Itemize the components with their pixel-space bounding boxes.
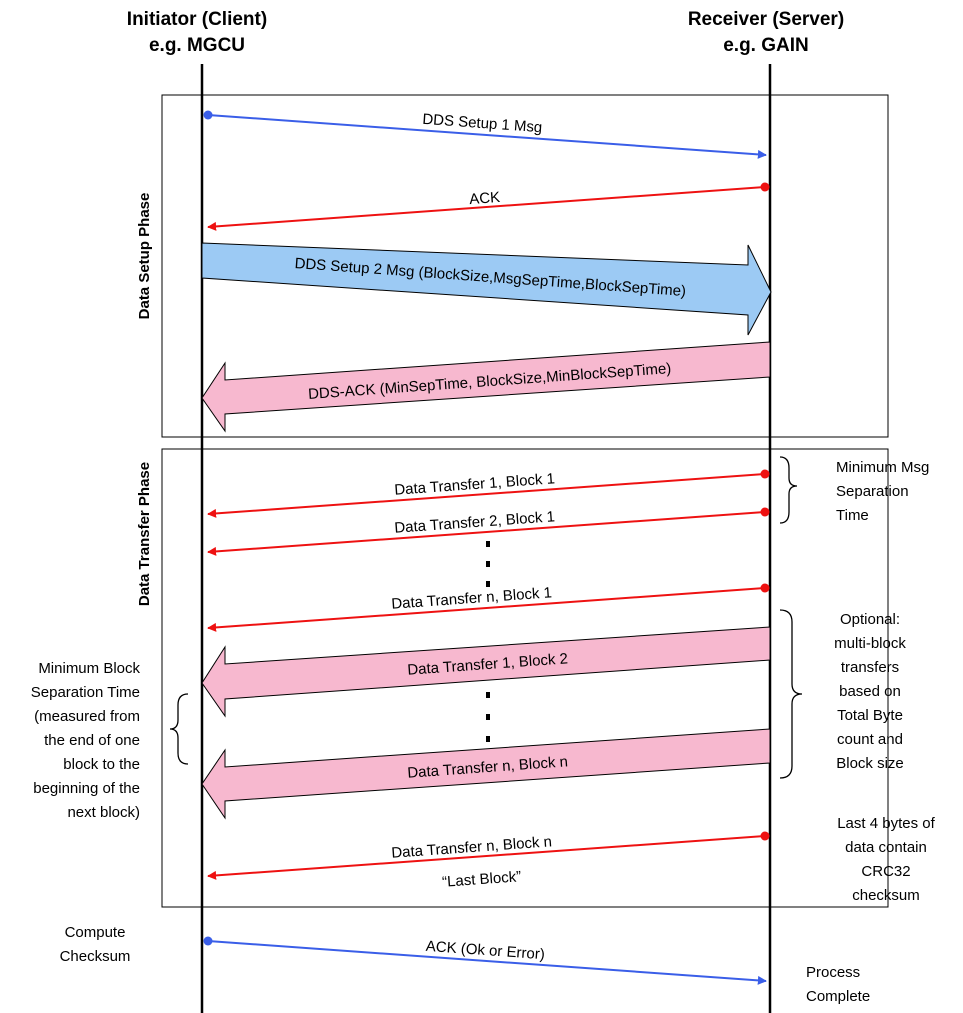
svg-text:Separation: Separation (836, 483, 909, 500)
process-complete-note: Process Complete (806, 964, 870, 1005)
optional-note: Optional: multi-block transfers based on… (834, 611, 906, 772)
last-bytes-note: Last 4 bytes of data contain CRC32 check… (837, 815, 935, 904)
svg-text:multi-block: multi-block (834, 635, 906, 652)
min-msg-sep-brace (779, 456, 798, 524)
svg-text:checksum: checksum (852, 887, 920, 904)
svg-text:Minimum Msg: Minimum Msg (836, 459, 929, 476)
transfer-phase-box (161, 448, 889, 908)
svg-text:Total Byte: Total Byte (837, 707, 903, 724)
data-transfer-n-block-1: Data Transfer n, Block 1 (207, 583, 770, 632)
min-block-sep-brace (169, 693, 189, 765)
transfer-phase-label: Data Transfer Phase (136, 462, 153, 606)
dds-ack-message: DDS-ACK (MinSepTime, BlockSize,MinBlockS… (201, 341, 771, 433)
svg-text:Checksum: Checksum (60, 948, 131, 965)
receiver-title: Receiver (Server) (688, 9, 844, 30)
svg-text:Time: Time (836, 507, 869, 524)
svg-text:data contain: data contain (845, 839, 927, 856)
svg-text:block to the: block to the (63, 756, 140, 773)
svg-text:transfers: transfers (841, 659, 899, 676)
data-transfer-1-block-1: Data Transfer 1, Block 1 (207, 469, 770, 518)
initiator-subtitle: e.g. MGCU (149, 35, 245, 56)
svg-text:the end of one: the end of one (44, 732, 140, 749)
ack-message: ACK (207, 182, 770, 231)
svg-text:Optional:: Optional: (840, 611, 900, 628)
svg-text:next block): next block) (67, 804, 140, 821)
ellipsis-dots-2 (486, 692, 490, 742)
svg-text:Separation Time: Separation Time (31, 684, 140, 701)
data-transfer-n-block-n: Data Transfer n, Block n (201, 728, 771, 820)
final-ack-label: ACK (Ok or Error) (425, 938, 545, 963)
initiator-title: Initiator (Client) (127, 9, 267, 30)
svg-text:beginning of the: beginning of the (33, 780, 140, 797)
final-ack-message: ACK (Ok or Error) (203, 936, 767, 985)
data-transfer-last-block: Data Transfer n, Block n “Last Block” (207, 831, 770, 891)
ack-label: ACK (469, 189, 501, 208)
min-msg-sep-note: Minimum Msg Separation Time (836, 459, 929, 524)
svg-text:based on: based on (839, 683, 901, 700)
svg-text:Compute: Compute (65, 924, 126, 941)
svg-text:(measured from: (measured from (34, 708, 140, 725)
setup-phase-box (161, 94, 889, 438)
setup-phase-label: Data Setup Phase (136, 193, 153, 320)
compute-checksum-note: Compute Checksum (60, 924, 131, 965)
svg-text:count and: count and (837, 731, 903, 748)
dds-setup1-message: DDS Setup 1 Msg (203, 110, 767, 159)
optional-brace (779, 609, 803, 779)
svg-text:Block size: Block size (836, 755, 904, 772)
dds-setup2-message: DDS Setup 2 Msg (BlockSize,MsgSepTime,Bl… (201, 242, 772, 336)
svg-text:Complete: Complete (806, 988, 870, 1005)
svg-text:CRC32: CRC32 (861, 863, 910, 880)
ellipsis-dots-1 (486, 541, 490, 587)
min-block-sep-note: Minimum Block Separation Time (measured … (31, 660, 141, 821)
receiver-subtitle: e.g. GAIN (723, 35, 809, 56)
svg-text:Process: Process (806, 964, 860, 981)
last-block-label: “Last Block” (442, 868, 522, 891)
svg-text:Last 4 bytes of: Last 4 bytes of (837, 815, 935, 832)
svg-text:Minimum Block: Minimum Block (38, 660, 140, 677)
data-transfer-1-block-2: Data Transfer 1, Block 2 (201, 626, 771, 718)
